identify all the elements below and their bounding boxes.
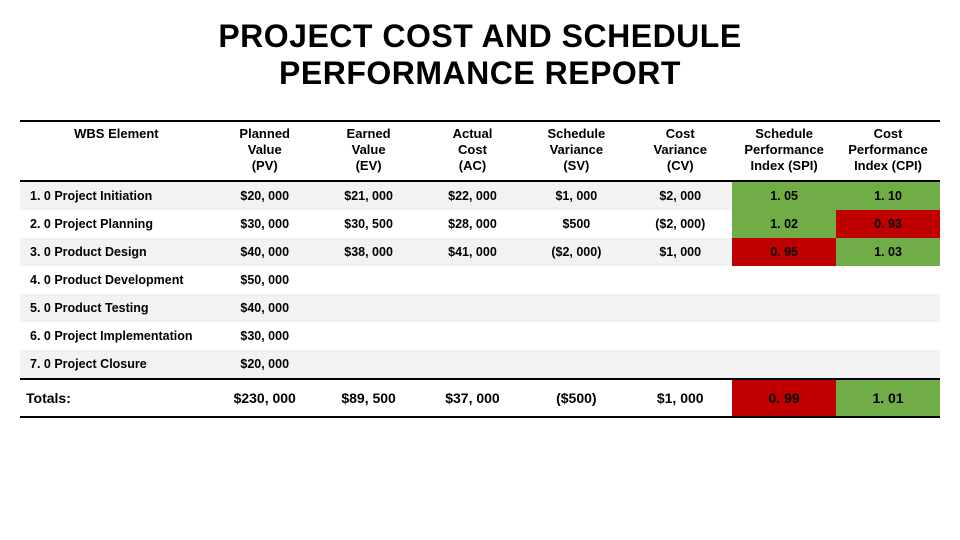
cell-value xyxy=(317,294,421,322)
cell-totals-value: $37, 000 xyxy=(421,379,525,417)
cell-totals-value: 1. 01 xyxy=(836,379,940,417)
cell-value: 1. 10 xyxy=(836,181,940,210)
cell-value: $1, 000 xyxy=(524,181,628,210)
cell-wbs: 3. 0 Product Design xyxy=(20,238,213,266)
cell-value: $28, 000 xyxy=(421,210,525,238)
table-body: 1. 0 Project Initiation$20, 000$21, 000$… xyxy=(20,181,940,417)
cell-value: ($2, 000) xyxy=(524,238,628,266)
cell-value xyxy=(421,322,525,350)
cell-value xyxy=(836,266,940,294)
cell-totals-value: $230, 000 xyxy=(213,379,317,417)
cell-value: $20, 000 xyxy=(213,181,317,210)
cell-value: 0. 95 xyxy=(732,238,836,266)
cell-value: $22, 000 xyxy=(421,181,525,210)
cell-value xyxy=(524,294,628,322)
col-header: SchedulePerformanceIndex (SPI) xyxy=(732,121,836,182)
col-header: PlannedValue(PV) xyxy=(213,121,317,182)
cell-wbs: 5. 0 Product Testing xyxy=(20,294,213,322)
cell-value: $30, 000 xyxy=(213,210,317,238)
title-line-1: PROJECT COST AND SCHEDULE xyxy=(218,18,741,54)
table-row: 3. 0 Product Design$40, 000$38, 000$41, … xyxy=(20,238,940,266)
cell-value xyxy=(836,322,940,350)
cell-value xyxy=(317,350,421,379)
page: PROJECT COST AND SCHEDULE PERFORMANCE RE… xyxy=(0,0,960,540)
cell-value xyxy=(317,266,421,294)
cell-wbs: 7. 0 Project Closure xyxy=(20,350,213,379)
performance-table: WBS ElementPlannedValue(PV)EarnedValue(E… xyxy=(20,120,940,419)
cell-wbs: 6. 0 Project Implementation xyxy=(20,322,213,350)
cell-value: $38, 000 xyxy=(317,238,421,266)
cell-wbs: 4. 0 Product Development xyxy=(20,266,213,294)
cell-totals-label: Totals: xyxy=(20,379,213,417)
cell-value: 1. 05 xyxy=(732,181,836,210)
cell-value xyxy=(732,294,836,322)
cell-value xyxy=(628,294,732,322)
cell-value: $30, 000 xyxy=(213,322,317,350)
title-line-2: PERFORMANCE REPORT xyxy=(279,55,681,91)
col-header: CostPerformanceIndex (CPI) xyxy=(836,121,940,182)
cell-value xyxy=(836,350,940,379)
cell-totals-value: $89, 500 xyxy=(317,379,421,417)
cell-value: $1, 000 xyxy=(628,238,732,266)
cell-value xyxy=(628,322,732,350)
cell-value: $2, 000 xyxy=(628,181,732,210)
cell-value xyxy=(628,350,732,379)
table-row-totals: Totals:$230, 000$89, 500$37, 000($500)$1… xyxy=(20,379,940,417)
col-header: CostVariance(CV) xyxy=(628,121,732,182)
cell-value xyxy=(836,294,940,322)
table-row: 4. 0 Product Development$50, 000 xyxy=(20,266,940,294)
cell-value xyxy=(421,294,525,322)
cell-totals-value: $1, 000 xyxy=(628,379,732,417)
cell-value: $20, 000 xyxy=(213,350,317,379)
cell-value: $30, 500 xyxy=(317,210,421,238)
table-row: 1. 0 Project Initiation$20, 000$21, 000$… xyxy=(20,181,940,210)
cell-value: $41, 000 xyxy=(421,238,525,266)
cell-value xyxy=(732,322,836,350)
cell-value: 1. 02 xyxy=(732,210,836,238)
cell-value: $21, 000 xyxy=(317,181,421,210)
col-header: ActualCost(AC) xyxy=(421,121,525,182)
cell-value xyxy=(524,322,628,350)
table-row: 5. 0 Product Testing$40, 000 xyxy=(20,294,940,322)
cell-value xyxy=(524,266,628,294)
cell-wbs: 1. 0 Project Initiation xyxy=(20,181,213,210)
table-row: 2. 0 Project Planning$30, 000$30, 500$28… xyxy=(20,210,940,238)
table-row: 7. 0 Project Closure$20, 000 xyxy=(20,350,940,379)
cell-totals-value: 0. 99 xyxy=(732,379,836,417)
cell-value xyxy=(628,266,732,294)
cell-value: $40, 000 xyxy=(213,238,317,266)
cell-value xyxy=(421,266,525,294)
cell-totals-value: ($500) xyxy=(524,379,628,417)
cell-value xyxy=(421,350,525,379)
cell-value: 0. 93 xyxy=(836,210,940,238)
cell-value: $50, 000 xyxy=(213,266,317,294)
table-row: 6. 0 Project Implementation$30, 000 xyxy=(20,322,940,350)
col-header: EarnedValue(EV) xyxy=(317,121,421,182)
cell-value: 1. 03 xyxy=(836,238,940,266)
cell-value: $40, 000 xyxy=(213,294,317,322)
cell-value xyxy=(317,322,421,350)
col-header: ScheduleVariance(SV) xyxy=(524,121,628,182)
cell-value: ($2, 000) xyxy=(628,210,732,238)
cell-value xyxy=(732,350,836,379)
table-header: WBS ElementPlannedValue(PV)EarnedValue(E… xyxy=(20,121,940,182)
cell-value: $500 xyxy=(524,210,628,238)
report-title: PROJECT COST AND SCHEDULE PERFORMANCE RE… xyxy=(20,18,940,92)
cell-value xyxy=(732,266,836,294)
col-header-wbs: WBS Element xyxy=(20,121,213,182)
cell-wbs: 2. 0 Project Planning xyxy=(20,210,213,238)
cell-value xyxy=(524,350,628,379)
